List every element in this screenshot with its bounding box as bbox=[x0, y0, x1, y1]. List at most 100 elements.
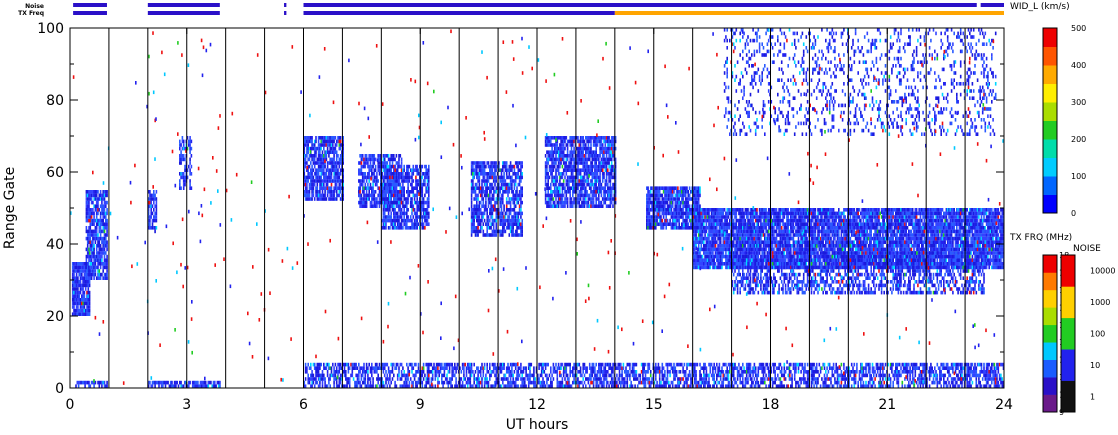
echo-cell bbox=[367, 161, 369, 165]
echo-cell bbox=[578, 157, 581, 162]
echo-cell bbox=[586, 136, 588, 140]
echo-cell bbox=[369, 168, 372, 172]
echo-cell bbox=[103, 240, 106, 244]
echo-cell bbox=[700, 236, 703, 241]
echo-cell bbox=[520, 233, 522, 237]
echo-cell bbox=[745, 236, 748, 241]
echo-cell bbox=[103, 215, 106, 219]
echo-cell bbox=[762, 226, 765, 230]
echo-cell bbox=[428, 172, 430, 176]
echo-cell bbox=[718, 262, 721, 266]
echo-cell bbox=[756, 233, 758, 237]
echo-cell bbox=[78, 269, 80, 273]
echo-cell bbox=[407, 168, 409, 172]
echo-cell bbox=[684, 215, 687, 219]
echo-cell bbox=[661, 208, 664, 212]
echo-cell bbox=[594, 136, 596, 140]
echo-cell bbox=[319, 157, 321, 162]
echo-cell bbox=[544, 179, 547, 183]
noise-status-segment bbox=[284, 3, 287, 7]
echo-cell bbox=[518, 233, 521, 237]
echo-cell bbox=[359, 200, 361, 205]
echo-cell bbox=[653, 186, 656, 190]
echo-cell bbox=[334, 179, 337, 183]
echo-cell bbox=[476, 175, 478, 180]
echo-cell bbox=[88, 265, 90, 270]
echo-cell bbox=[103, 276, 106, 280]
echo-cell bbox=[774, 240, 776, 244]
echo-cell bbox=[601, 175, 604, 180]
echo-cell bbox=[608, 164, 610, 169]
echo-cell bbox=[726, 236, 728, 241]
echo-cell bbox=[764, 233, 766, 237]
echo-cell bbox=[735, 244, 738, 248]
echo-cell bbox=[700, 229, 703, 234]
echo-cell bbox=[735, 258, 738, 262]
echo-cell bbox=[504, 190, 507, 194]
echo-cell bbox=[94, 269, 97, 273]
echo-cell bbox=[695, 233, 697, 237]
echo-cell bbox=[662, 200, 665, 205]
echo-cell bbox=[89, 244, 92, 248]
echo-cell bbox=[714, 226, 717, 230]
echo-cell bbox=[102, 218, 104, 223]
echo-cell bbox=[374, 179, 377, 183]
echo-cell bbox=[550, 164, 552, 169]
echo-cell bbox=[754, 247, 757, 252]
echo-cell bbox=[561, 154, 564, 158]
echo-cell bbox=[679, 193, 682, 198]
echo-cell bbox=[604, 150, 607, 154]
echo-cell bbox=[489, 208, 491, 212]
echo-cell bbox=[337, 175, 339, 180]
echo-cell bbox=[361, 186, 364, 190]
echo-cell bbox=[511, 182, 513, 187]
echo-cell bbox=[477, 218, 479, 223]
echo-cell bbox=[373, 161, 376, 165]
echo-cell bbox=[704, 258, 706, 262]
echo-cell bbox=[544, 197, 547, 201]
echo-cell bbox=[559, 200, 561, 205]
echo-cell bbox=[155, 204, 158, 208]
echo-cell bbox=[509, 197, 512, 201]
echo-cell bbox=[561, 139, 564, 144]
echo-cell bbox=[382, 186, 385, 190]
echo-cell bbox=[330, 143, 333, 147]
echo-cell bbox=[84, 301, 87, 306]
echo-cell bbox=[402, 200, 404, 205]
echo-cell bbox=[660, 226, 662, 230]
echo-cell bbox=[360, 197, 363, 201]
echo-cell bbox=[599, 143, 601, 147]
echo-cell bbox=[473, 226, 475, 230]
echo-cell bbox=[712, 222, 714, 226]
echo-cell bbox=[402, 182, 404, 187]
echo-cell bbox=[744, 254, 747, 259]
echo-cell bbox=[745, 208, 748, 212]
echo-cell bbox=[89, 269, 92, 273]
echo-cell bbox=[725, 229, 727, 234]
echo-cell bbox=[546, 161, 548, 165]
echo-cell bbox=[559, 136, 561, 140]
echo-cell bbox=[339, 190, 342, 194]
echo-cell bbox=[335, 193, 338, 198]
echo-cell bbox=[400, 179, 403, 183]
echo-cell bbox=[718, 265, 721, 270]
echo-cell bbox=[411, 208, 413, 212]
echo-cell bbox=[655, 197, 657, 201]
echo-cell bbox=[574, 200, 577, 205]
echo-cell bbox=[312, 143, 315, 147]
echo-cell bbox=[700, 244, 703, 248]
echo-cell bbox=[771, 226, 774, 230]
echo-cell bbox=[88, 240, 90, 244]
echo-cell bbox=[765, 247, 767, 252]
echo-cell bbox=[412, 186, 415, 190]
echo-cell bbox=[487, 233, 490, 237]
echo-cell bbox=[79, 269, 82, 273]
echo-cell bbox=[428, 215, 430, 219]
echo-cell bbox=[407, 179, 409, 183]
echo-cell bbox=[486, 233, 488, 237]
echo-cell bbox=[712, 258, 714, 262]
echo-cell bbox=[609, 190, 612, 194]
echo-cell bbox=[605, 146, 608, 151]
echo-cell bbox=[603, 172, 605, 176]
echo-cell bbox=[550, 168, 552, 172]
